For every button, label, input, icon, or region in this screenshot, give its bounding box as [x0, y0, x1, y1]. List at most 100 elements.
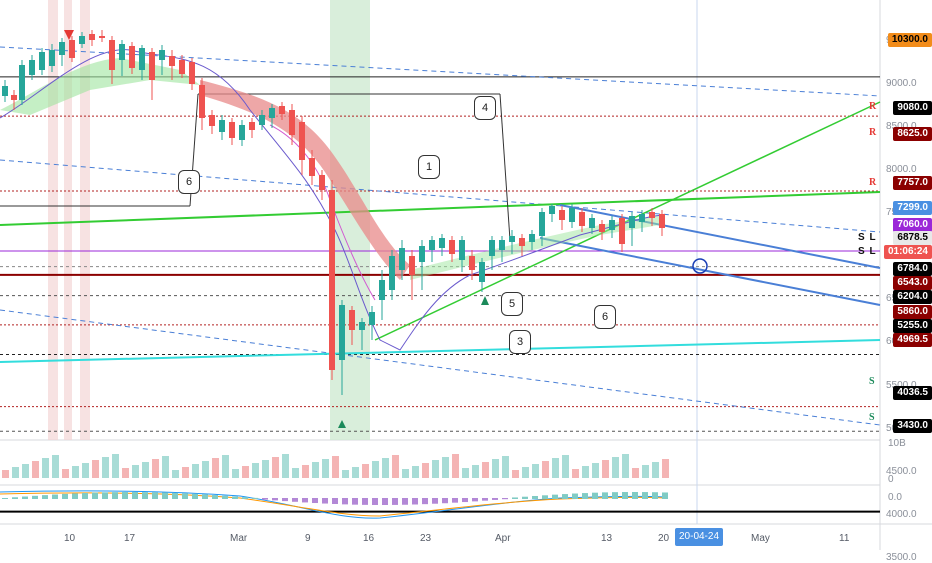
stop-loss-marker: S L	[858, 246, 877, 257]
callout-6b[interactable]: 6	[594, 305, 616, 329]
volume-bar	[522, 467, 529, 478]
macd-histogram-bar	[542, 495, 548, 499]
volume-bar	[432, 460, 439, 478]
time-axis-label: Apr	[495, 533, 511, 544]
candle-body	[269, 108, 275, 118]
macd-histogram-bar	[472, 498, 478, 502]
candle-body	[119, 44, 125, 60]
candle-body	[139, 48, 145, 70]
volume-bar	[392, 455, 399, 478]
volume-bar	[382, 458, 389, 478]
volume-bar	[182, 467, 189, 478]
volume-bar	[572, 469, 579, 478]
volume-bar	[552, 458, 559, 478]
candle-body	[459, 240, 465, 260]
macd-histogram-bar	[212, 495, 218, 499]
callout-1[interactable]: 1	[418, 155, 440, 179]
candle-body	[279, 106, 285, 114]
macd-histogram-bar	[122, 492, 128, 499]
macd-histogram-bar	[312, 498, 318, 504]
time-axis-label: 17	[124, 533, 136, 544]
price-axis-tick: 10000.0	[886, 0, 922, 3]
volume-bar	[342, 470, 349, 478]
macd-histogram-bar	[662, 492, 668, 499]
candle-body	[189, 62, 195, 84]
candle-body	[59, 42, 65, 55]
candle-body	[309, 158, 315, 176]
callout-4[interactable]: 4	[474, 96, 496, 120]
macd-histogram-bar	[32, 495, 38, 499]
volume-bar	[472, 465, 479, 478]
macd-histogram-bar	[242, 497, 248, 499]
volume-bar	[302, 465, 309, 478]
candle-body	[199, 85, 205, 118]
macd-histogram-bar	[632, 492, 638, 499]
volume-bar	[22, 464, 29, 478]
candle-body	[369, 312, 375, 325]
support-mark: S	[869, 412, 875, 423]
candle-body	[219, 120, 225, 132]
macd-histogram-bar	[492, 498, 498, 500]
macd-histogram-bar	[412, 498, 418, 505]
candle-body	[479, 262, 485, 282]
buy-marker-icon	[481, 296, 489, 305]
highlight-band	[64, 0, 72, 440]
macd-histogram-bar	[512, 497, 518, 499]
trend-line-green	[0, 191, 881, 226]
volume-bar	[362, 464, 369, 478]
macd-histogram-bar	[382, 498, 388, 505]
trend-line-dashed	[0, 309, 881, 426]
time-axis-label: May	[751, 533, 770, 544]
price-badge: 3430.0	[893, 419, 932, 433]
candle-body	[429, 240, 435, 250]
candle-body	[529, 234, 535, 242]
callout-3[interactable]: 3	[509, 330, 531, 354]
candle-body	[249, 122, 255, 130]
macd-histogram-bar	[152, 492, 158, 499]
volume-bar	[82, 463, 89, 478]
candle-body	[629, 216, 635, 228]
price-badge: 7060.0	[893, 218, 932, 232]
price-badge: 6204.0	[893, 290, 932, 304]
candle-body	[569, 208, 575, 222]
volume-bar	[612, 457, 619, 478]
volume-bar	[352, 467, 359, 478]
trend-line-cyan	[0, 339, 881, 363]
volume-bar	[422, 463, 429, 478]
macd-histogram-bar	[272, 498, 278, 501]
volume-bar	[252, 463, 259, 478]
volume-axis-tick: 0	[888, 474, 894, 485]
macd-axis-tick: 0.0	[888, 492, 902, 503]
candle-body	[29, 60, 35, 75]
candle-body	[79, 36, 85, 44]
macd-histogram-bar	[592, 492, 598, 499]
macd-histogram-bar	[652, 492, 658, 499]
volume-bar	[332, 456, 339, 478]
candle-body	[129, 46, 135, 68]
volume-bar	[222, 455, 229, 478]
macd-histogram-bar	[612, 492, 618, 499]
candle-body	[639, 214, 645, 222]
candle-body	[19, 65, 25, 100]
macd-histogram-bar	[102, 492, 108, 499]
volume-bar	[142, 462, 149, 478]
macd-histogram-bar	[202, 494, 208, 499]
volume-bar	[162, 456, 169, 478]
volume-bar	[602, 460, 609, 478]
candle-body	[579, 212, 585, 226]
trend-line-dashed	[0, 159, 881, 233]
volume-bar	[502, 456, 509, 478]
candle-body	[559, 210, 565, 220]
candle-body	[339, 305, 345, 360]
volume-bar	[492, 459, 499, 478]
volume-bar	[212, 458, 219, 478]
candle-body	[329, 190, 335, 370]
volume-bar	[662, 459, 669, 478]
chart-canvas[interactable]	[0, 0, 932, 550]
volume-bar	[582, 466, 589, 478]
callout-5[interactable]: 5	[501, 292, 523, 316]
volume-bar	[192, 464, 199, 478]
callout-6[interactable]: 6	[178, 170, 200, 194]
macd-histogram-bar	[172, 492, 178, 499]
